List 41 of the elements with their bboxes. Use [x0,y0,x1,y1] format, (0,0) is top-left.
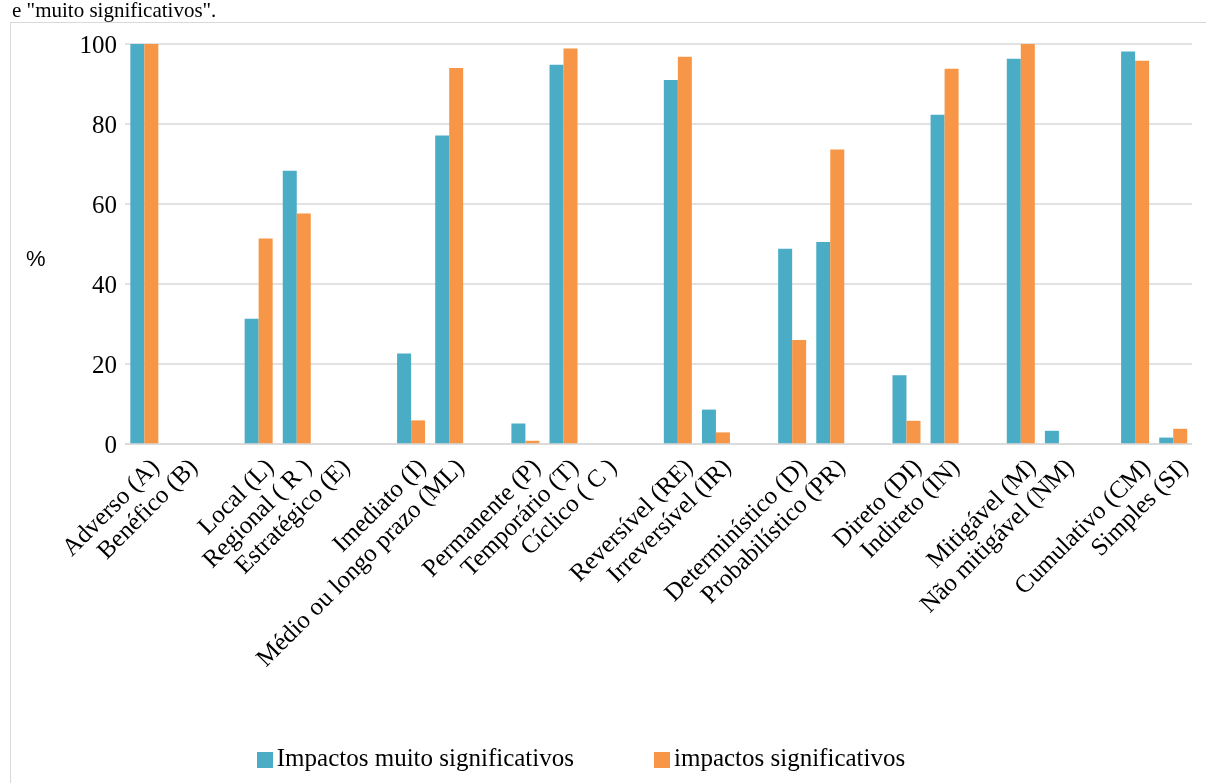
bar [1020,44,1035,444]
y-tick-label: 80 [92,110,117,138]
bar [511,423,526,444]
bar [892,375,907,444]
bar [906,420,921,444]
bar [778,248,793,444]
bar [1135,60,1150,444]
legend-label: impactos significativos [673,744,906,771]
bar [701,409,716,444]
bar [1121,51,1136,444]
bar [816,242,831,444]
bar [244,318,259,444]
bar [397,353,412,444]
y-tick-label: 60 [92,190,117,218]
y-axis-title: % [26,246,46,272]
bar [663,80,678,444]
bar [549,64,564,444]
bar [144,44,159,444]
bar [677,56,692,444]
y-tick-label: 100 [79,30,117,58]
bar [830,149,845,444]
bar [435,135,450,444]
bar [449,68,464,444]
bar [563,48,578,444]
bar [411,420,426,444]
bar [258,238,273,444]
text: e "muito significativos". [12,0,217,23]
y-tick-label: 0 [104,430,117,458]
bar [944,68,959,444]
legend-label: Impactos muito significativos [276,744,574,771]
bar [282,170,297,444]
bar [1173,428,1188,444]
y-tick-label: 40 [92,270,117,298]
bar [715,432,730,444]
bar [930,114,945,444]
bar [1044,430,1059,444]
bar [1006,58,1021,444]
y-tick-label: 20 [92,350,117,378]
bar [296,213,311,444]
bar [792,340,807,444]
bar [130,44,145,444]
